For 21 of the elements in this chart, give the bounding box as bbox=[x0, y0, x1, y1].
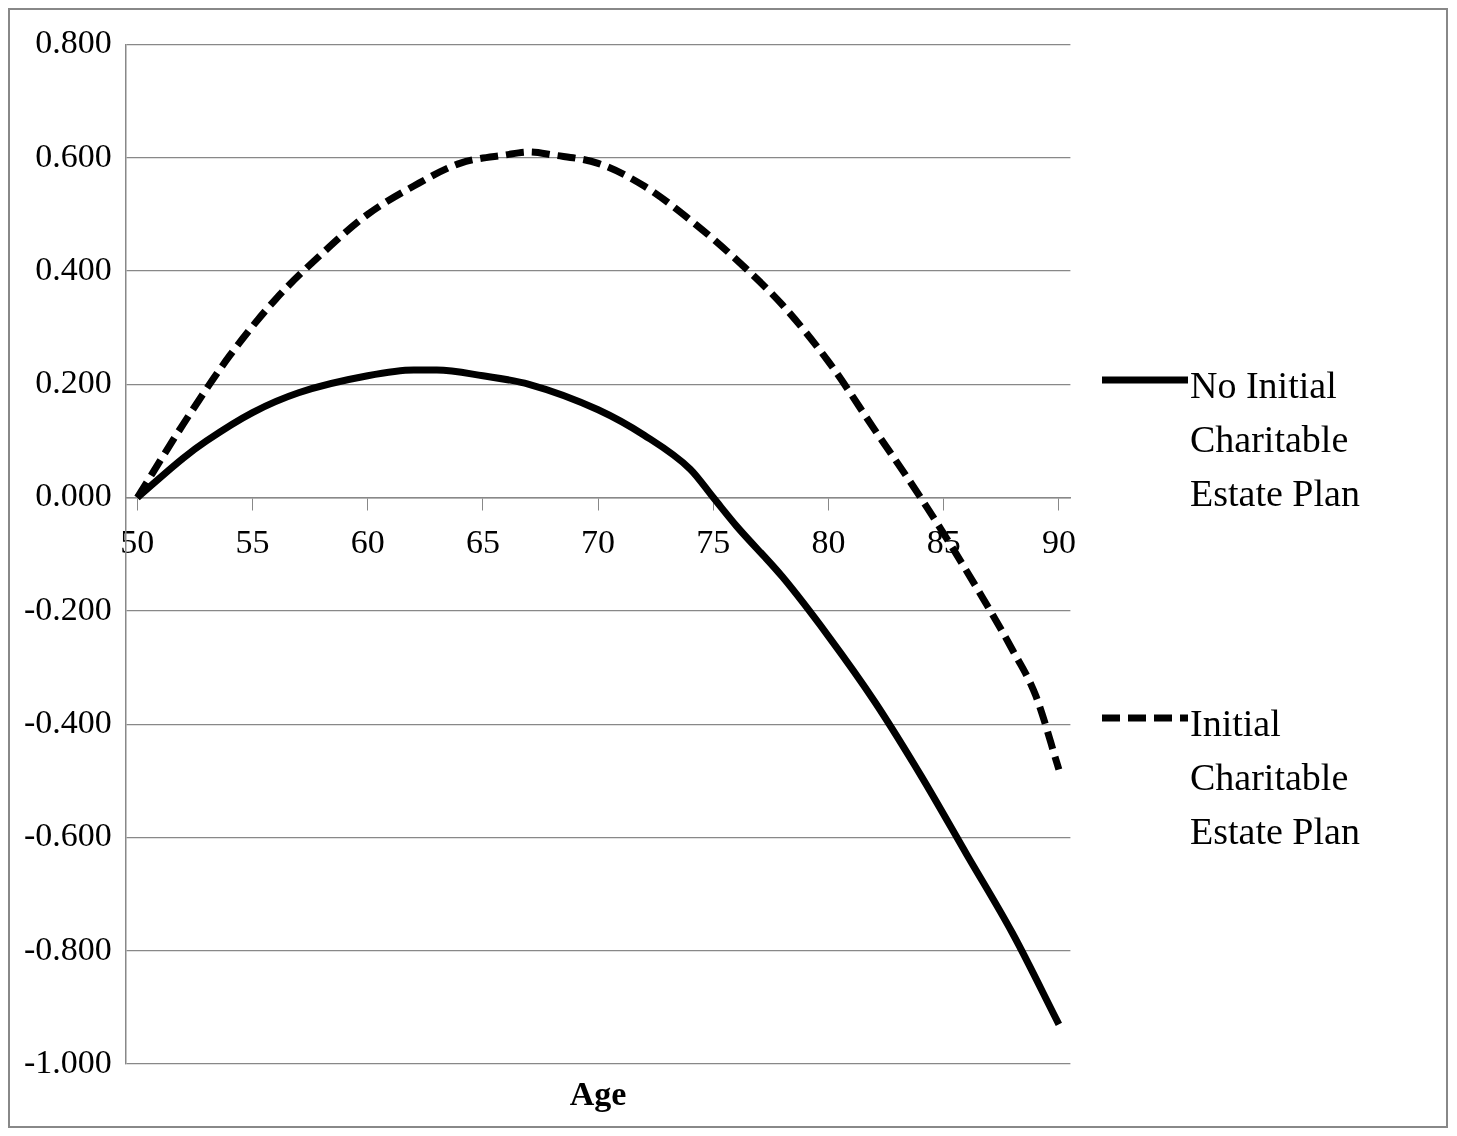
x-tick-label: 90 bbox=[1041, 522, 1076, 560]
y-tick-label: -1.000 bbox=[23, 1042, 112, 1080]
y-tick-label: -0.600 bbox=[23, 816, 112, 854]
y-tick-label: 0.800 bbox=[35, 23, 112, 61]
y-tick-label: 0.200 bbox=[35, 363, 112, 401]
x-tick-label: 80 bbox=[811, 522, 846, 560]
y-tick-label: 0.600 bbox=[35, 136, 112, 174]
y-tick-label: -0.200 bbox=[23, 589, 112, 627]
x-tick-label: 50 bbox=[120, 522, 155, 560]
y-tick-label: -0.400 bbox=[23, 703, 112, 741]
x-tick-label: 70 bbox=[581, 522, 616, 560]
x-tick-label: 65 bbox=[465, 522, 500, 560]
y-tick-label: 0.400 bbox=[35, 249, 112, 287]
legend-label: No Initial Charitable Estate Plan bbox=[1190, 363, 1361, 516]
x-axis-title: Age bbox=[569, 1074, 627, 1112]
x-tick-label: 75 bbox=[696, 522, 731, 560]
y-tick-label: 0.000 bbox=[35, 476, 112, 514]
legend-label: Initial Charitable Estate Plan bbox=[1190, 701, 1361, 854]
x-tick-label: 60 bbox=[350, 522, 385, 560]
y-tick-label: -0.800 bbox=[23, 929, 112, 967]
x-tick-label: 55 bbox=[235, 522, 270, 560]
